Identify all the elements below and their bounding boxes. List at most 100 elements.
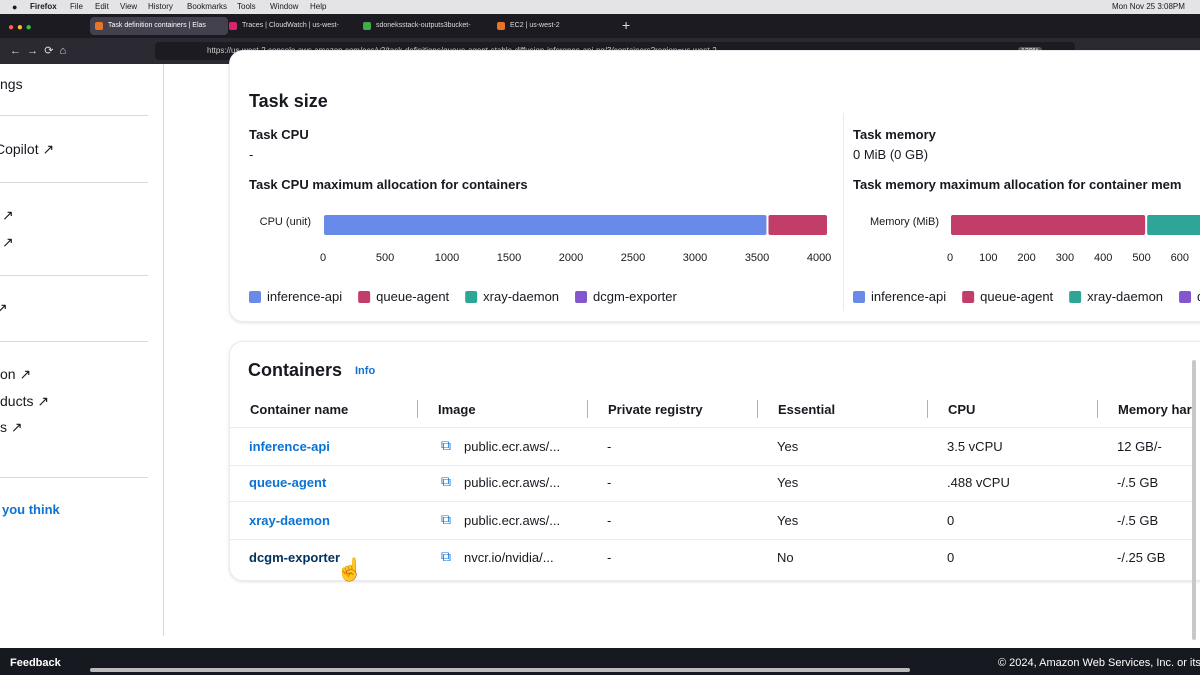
cell-text: Yes [777,439,799,454]
tab[interactable]: sdoneksstack-outputs3bucket- [358,17,496,35]
image-uri: nvcr.io/nvidia/... [464,550,554,565]
legend-swatch [575,291,588,303]
row-rule [230,539,1192,540]
container-link[interactable]: inference-api [249,439,330,454]
x-tick-label: 2000 [559,252,583,264]
column-header: Essential [778,402,836,417]
external-icon[interactable]: ↗ [0,300,8,317]
column-separator [1097,400,1098,418]
container-link[interactable]: dcgm-exporter [249,550,341,565]
cell-text: - [607,513,612,528]
x-tick-label: 1500 [497,252,521,264]
cursor: ☝ [336,557,364,582]
tab-title: EC2 | us-west-2 [510,22,560,29]
bar-segment [324,215,767,235]
window-controls[interactable]: ● ● ● [8,22,32,33]
tab-title: Traces | CloudWatch | us-west- [242,22,339,29]
legend-swatch [249,291,261,303]
x-tick-label: 500 [1132,252,1150,264]
nav-item-text: s [0,419,7,435]
copy-icon[interactable]: ⧉ [441,511,451,527]
app-name[interactable]: Firefox [30,2,57,11]
legend-swatch [962,291,975,303]
legend-swatch [1069,291,1082,303]
menu-item[interactable]: View [120,2,138,11]
panel-title: Task size [249,91,328,111]
x-tick-label: 4000 [807,252,831,264]
h-scrollbar[interactable] [90,668,910,672]
column-header: Image [438,402,476,417]
tab[interactable]: Task definition containers | Elas [90,17,228,35]
copy-icon[interactable]: ⧉ [441,473,451,489]
sidebar: ngs Copilot ↗ ↗ ↗ ↗ on ↗ ducts ↗ s ↗ you… [0,64,164,636]
cell-text: 3.5 vCPU [947,439,1003,454]
menu-item[interactable]: Edit [95,2,109,11]
panel-title: Containers [248,360,343,380]
image-uri: public.ecr.aws/... [464,475,561,490]
divider [0,341,148,342]
tab[interactable]: EC2 | us-west-2 [492,17,630,35]
bar-segment [1147,215,1200,235]
menu-item[interactable]: Tools [237,2,256,11]
copy-icon[interactable]: ⧉ [441,548,451,564]
field-label: Task CPU [249,127,309,142]
nav-item-text: ducts [0,393,34,409]
legend-label: dcgm-exporter [1197,289,1200,304]
menu-item[interactable]: History [148,2,173,11]
legend-label: dcgm-exporter [593,289,677,304]
tab-icon [363,22,371,30]
menu-item[interactable]: File [70,2,83,11]
menu-bar: ● Firefox File Edit View History Bookmarks To… [0,0,1200,14]
external-icon[interactable]: ↗ [2,207,14,223]
copy-icon[interactable]: ⧉ [441,437,451,453]
feedback[interactable]: Feedback [10,657,61,669]
legend-label: queue-agent [980,289,1053,304]
cell-text: .488 vCPU [947,475,1010,490]
scrollbar[interactable] [1192,360,1196,640]
column-header: CPU [948,402,976,417]
row-rule [230,501,1192,502]
column-separator [927,400,928,418]
external-icon[interactable]: ↗ [2,234,14,250]
nav-item[interactable]: on ↗ [0,366,32,382]
cell-text: Yes [777,513,799,528]
nav-item[interactable]: Copilot ↗ [0,141,54,158]
tab[interactable]: Traces | CloudWatch | us-west- [224,17,362,35]
tab-icon [229,22,237,30]
legend-swatch [1179,291,1192,303]
menu-item[interactable]: Bookmarks [187,2,228,11]
cell-text: - [607,439,612,454]
feedback-link[interactable]: you think [2,502,60,517]
bar-segment [951,215,1146,235]
nav-item[interactable]: ducts ↗ [0,393,50,409]
menu-item[interactable]: Help [310,2,327,11]
nav-item-text: on [0,366,16,382]
task-size-panel: Task size Task CPU - Task CPU maximum al… [229,50,1200,322]
nav-item[interactable]: s ↗ [0,419,23,435]
x-tick-label: 300 [1056,252,1074,264]
column-separator [417,400,418,418]
container-link[interactable]: queue-agent [249,475,327,490]
legend-label: queue-agent [376,289,449,304]
legend-label: xray-daemon [483,289,559,304]
menu-item[interactable]: Window [270,2,299,11]
legend-swatch [358,291,371,303]
info-link[interactable]: Info [355,365,376,377]
image-uri: public.ecr.aws/... [464,513,561,528]
cell-text: 12 GB/- [1117,439,1162,454]
column-header: Private registry [608,402,703,417]
divider [0,182,148,183]
clock: Mon Nov 25 3:08PM [1112,2,1185,11]
container-link[interactable]: xray-daemon [249,513,330,528]
cell-text: - [607,475,612,490]
nav-buttons[interactable]: ← → ⟳ ⌂ [10,45,67,57]
apple-logo: ● [12,2,18,12]
copyright: © 2024, Amazon Web Services, Inc. or its… [998,657,1200,669]
new-tab[interactable]: + [622,17,631,33]
tab-icon [497,22,505,30]
field-value: 0 MiB (0 GB) [853,147,929,162]
column-separator [757,400,758,418]
x-tick-label: 0 [947,252,953,264]
x-tick-label: 2500 [621,252,645,264]
nav-item[interactable]: ngs [0,76,23,92]
